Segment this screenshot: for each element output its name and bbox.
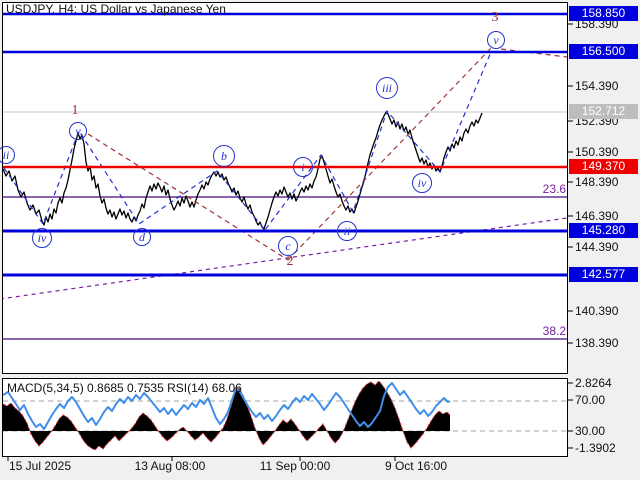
elliott-wave-circle-label: ii xyxy=(337,221,357,241)
price-scale-label: 148.390 xyxy=(575,175,619,189)
indicator-scale-label: 70.00 xyxy=(575,393,606,407)
elliott-wave-circle-label: v xyxy=(487,31,505,49)
elliott-wave-circle-label: d xyxy=(133,228,151,246)
price-scale-label: 146.390 xyxy=(575,209,619,223)
elliott-wave-circle-label: v xyxy=(69,122,87,140)
price-scale-label: 144.390 xyxy=(575,240,619,254)
time-axis-label: 11 Sep 00:00 xyxy=(259,459,331,473)
elliott-wave-circle-label: iv xyxy=(412,173,432,193)
price-level-badge: 145.280 xyxy=(569,223,638,238)
price-level-badge: 149.370 xyxy=(569,159,638,174)
indicator-scale-label: 2.8264 xyxy=(575,376,612,390)
price-level-badge: 152.712 xyxy=(569,104,638,119)
indicator-scale-label: 30.00 xyxy=(575,424,606,438)
price-scale-label: 138.390 xyxy=(575,336,619,350)
indicator-label: MACD(5,34,5) 0.8685 0.7535 RSI(14) 68.06 xyxy=(7,381,242,395)
time-axis-label: 9 Oct 16:00 xyxy=(384,459,448,473)
price-level-badge: 156.500 xyxy=(569,44,638,59)
fibonacci-label: 38.2 xyxy=(542,324,566,338)
elliott-wave-circle-label: c xyxy=(278,236,298,256)
price-level-badge: 158.850 xyxy=(569,6,638,21)
chart-title: USDJPY, H4: US Dollar vs Japanese Yen xyxy=(6,2,226,16)
elliott-wave-number-label: 2 xyxy=(286,254,294,269)
elliott-wave-circle-label: ii xyxy=(0,146,15,164)
price-scale-label: 154.390 xyxy=(575,79,619,93)
time-axis-label: 13 Aug 08:00 xyxy=(134,459,206,473)
price-scale-label: 140.390 xyxy=(575,304,619,318)
price-scale-label: 150.390 xyxy=(575,145,619,159)
elliott-wave-circle-label: i xyxy=(293,157,313,177)
elliott-wave-circle-label: iv xyxy=(32,228,52,248)
elliott-wave-circle-label: b xyxy=(213,145,235,167)
price-chart-area[interactable] xyxy=(2,2,568,374)
indicator-scale-label: -1.3902 xyxy=(575,441,616,455)
elliott-wave-circle-label: iii xyxy=(376,77,398,99)
time-axis-label: 15 Jul 2025 xyxy=(8,459,72,473)
elliott-wave-number-label: 3 xyxy=(491,10,499,25)
price-level-badge: 142.577 xyxy=(569,267,638,282)
fibonacci-label: 23.6 xyxy=(542,182,566,196)
elliott-wave-number-label: 1 xyxy=(71,103,79,118)
